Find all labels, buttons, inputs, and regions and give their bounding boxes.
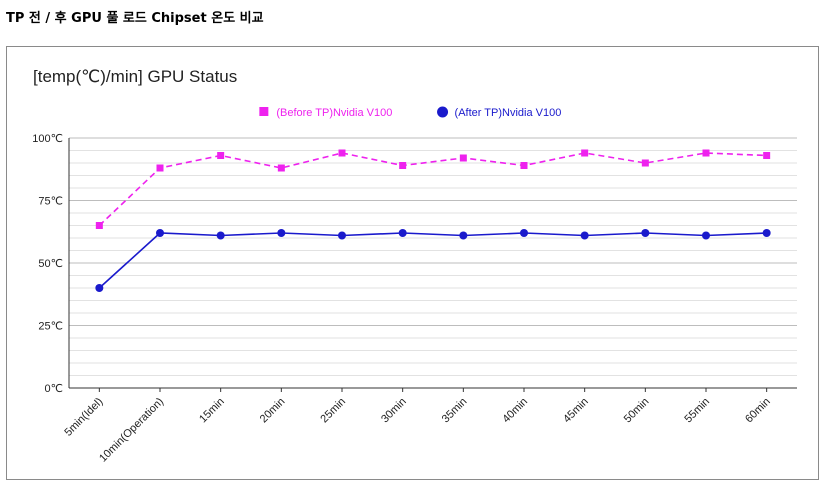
data-point-circle: [459, 231, 468, 240]
x-tick-label: 10min(Operation): [97, 396, 166, 465]
line-chart: 0℃ 25℃ 50℃ 75℃ 100℃ 5min(Idel)10min(Operation…: [32, 106, 797, 465]
legend-label: (After TP)Nvidia V100: [455, 107, 562, 119]
data-point-square: [763, 152, 771, 159]
data-point-square: [702, 149, 710, 157]
y-tick-label: 25℃: [38, 321, 63, 333]
data-point-square: [581, 149, 589, 157]
data-point-circle: [277, 229, 286, 237]
data-point-circle: [216, 231, 225, 240]
series-line-1: [98, 152, 767, 227]
legend-marker-square: [259, 107, 269, 116]
data-point-square: [459, 154, 467, 162]
data-point-circle: [95, 284, 104, 292]
y-tick-label: 100℃: [32, 133, 63, 145]
data-point-square: [641, 159, 649, 167]
x-tick-label: 40min: [500, 396, 530, 426]
y-tick-label: 75℃: [38, 196, 63, 208]
legend-layer: (Before TP)Nvidia V100 (After TP)Nvidia V…: [259, 106, 562, 119]
data-point-circle: [641, 229, 650, 237]
chart-title: [temp(℃)/min] GPU Status: [33, 67, 238, 86]
x-tick-label: 50min: [622, 396, 652, 426]
data-point-square: [338, 149, 346, 157]
x-tick-label: 30min: [379, 396, 409, 426]
data-point-circle: [338, 231, 346, 240]
data-point-square: [217, 152, 225, 159]
axis-layer: 0℃ 25℃ 50℃ 75℃ 100℃ 5min(Idel)10min(Operation…: [32, 133, 797, 465]
data-point-circle: [520, 229, 528, 237]
series-layer: [95, 149, 771, 292]
data-point-square: [520, 162, 528, 169]
x-tick-label: 15min: [197, 396, 227, 426]
x-tick-label: 20min: [258, 396, 288, 426]
x-tick-label: 55min: [682, 396, 712, 426]
data-point-circle: [398, 229, 407, 237]
legend-marker-circle: [437, 106, 449, 118]
chart-frame: [temp(℃)/min] GPU Status 0℃ 25℃ 50℃ 75℃ 100℃…: [6, 46, 819, 480]
x-tick-label: 25min: [318, 396, 348, 426]
y-tick-label: 0℃: [45, 383, 63, 395]
series-line-2: [98, 232, 767, 289]
data-point-square: [156, 164, 164, 172]
data-point-square: [277, 164, 285, 172]
x-tick-label: 60min: [743, 396, 773, 426]
data-point-circle: [702, 231, 710, 240]
x-tick-label: 45min: [561, 396, 591, 426]
grid-layer: [69, 137, 797, 389]
data-point-square: [399, 162, 407, 169]
data-point-square: [95, 222, 103, 229]
page-title: TP 전 / 후 GPU 풀 로드 Chipset 온도 비교: [6, 11, 264, 26]
x-tick-label: 5min(Idel): [62, 396, 105, 439]
legend-label: (Before TP)Nvidia V100: [276, 107, 392, 119]
data-point-circle: [762, 229, 771, 237]
y-tick-label: 50℃: [38, 258, 63, 270]
x-tick-label: 35min: [440, 396, 470, 426]
data-point-circle: [156, 229, 164, 237]
data-point-circle: [580, 231, 589, 240]
